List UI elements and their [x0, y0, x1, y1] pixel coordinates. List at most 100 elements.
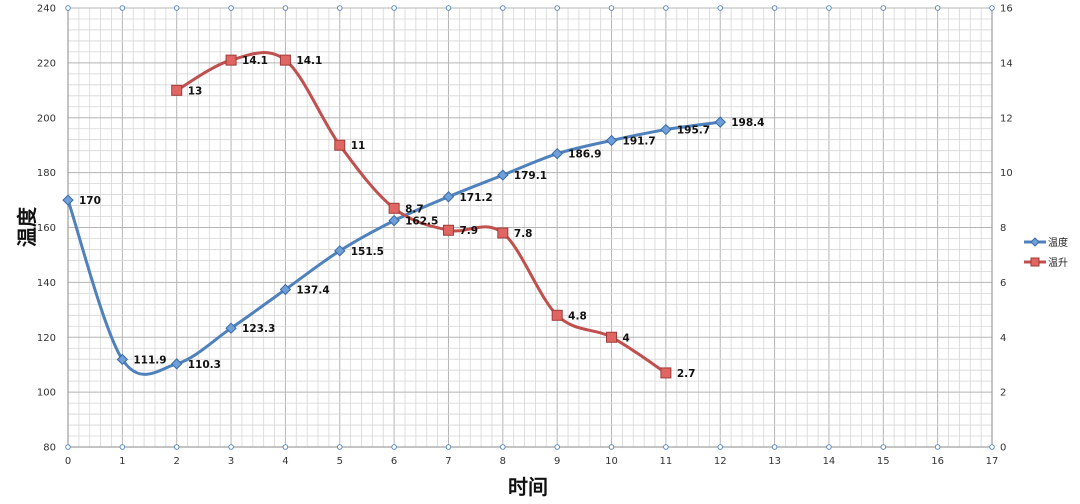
y-tick-label: 180 — [37, 168, 56, 179]
data-label: 195.7 — [677, 125, 710, 137]
x-tick-marker — [65, 444, 71, 450]
y-tick-label: 160 — [37, 223, 56, 234]
x-tick-marker — [989, 5, 995, 11]
x-tick-label: 7 — [445, 456, 451, 467]
x-tick-marker — [119, 5, 126, 11]
y2-axis-ticks: 0 2 4 6 8 10 12 14 16 — [1000, 4, 1013, 454]
data-point — [551, 309, 563, 321]
series-layer — [62, 51, 726, 379]
x-tick-label: 1 — [119, 456, 125, 467]
data-label: 4 — [623, 332, 630, 344]
data-label: 137.4 — [296, 285, 329, 297]
legend-item-series-1: 温度 — [1024, 236, 1068, 249]
x-tick-marker — [608, 444, 615, 450]
data-label: 111.9 — [133, 354, 166, 366]
x-axis-title: 时间 — [508, 475, 548, 499]
data-point — [225, 54, 237, 66]
x-axis-ticks: 0 1 2 3 4 5 6 7 8 9 10 11 12 13 14 15 16 17 — [65, 456, 999, 467]
x-tick-marker — [445, 444, 452, 450]
data-label: 14.1 — [242, 55, 268, 67]
x-tick-label: 12 — [714, 456, 727, 467]
x-tick-marker — [717, 5, 723, 11]
x-tick-label: 10 — [605, 456, 618, 467]
y2-tick-label: 14 — [1000, 58, 1013, 69]
x-tick-label: 17 — [986, 456, 999, 467]
x-tick-marker — [880, 444, 887, 450]
data-label: 14.1 — [296, 55, 322, 67]
legend-label-series-2: 温升 — [1048, 257, 1068, 269]
x-tick-label: 2 — [174, 456, 180, 467]
data-point — [497, 227, 509, 239]
x-tick-marker — [663, 5, 669, 11]
x-tick-label: 6 — [391, 456, 397, 467]
data-label: 198.4 — [731, 117, 764, 129]
data-label: 13 — [188, 85, 203, 97]
gridlines — [67, 7, 993, 448]
x-tick-marker — [934, 5, 941, 11]
data-point — [170, 358, 183, 370]
data-labels: 170 111.9 110.3 123.3 137.4 151.5 162.5 171.2 17… — [79, 55, 764, 380]
series-2 — [171, 51, 672, 379]
x-tick-marker — [65, 5, 71, 11]
data-label: 8.7 — [405, 203, 424, 215]
x-tick-marker — [880, 5, 887, 11]
y2-tick-label: 16 — [1000, 4, 1013, 15]
y2-tick-label: 12 — [1000, 113, 1013, 124]
data-label: 170 — [79, 195, 101, 207]
data-point — [605, 134, 618, 147]
data-point — [551, 147, 563, 160]
data-label: 162.5 — [405, 216, 438, 228]
x-tick-marker — [608, 5, 615, 11]
legend-label-series-1: 温度 — [1048, 236, 1068, 249]
x-tick-marker — [500, 5, 506, 11]
x-tick-marker — [282, 444, 289, 450]
x-tick-marker — [717, 444, 723, 450]
x-tick-marker — [228, 5, 234, 11]
y2-tick-label: 10 — [1000, 168, 1013, 179]
data-label: 4.8 — [568, 310, 587, 322]
x-tick-marker — [119, 444, 126, 450]
legend: 温度 温升 — [1024, 236, 1068, 269]
x-tick-label: 15 — [877, 456, 890, 467]
x-tick-marker — [337, 5, 343, 11]
x-tick-marker — [663, 444, 669, 450]
x-tick-label: 5 — [337, 456, 343, 467]
x-tick-marker — [391, 5, 397, 11]
x-tick-marker — [445, 5, 452, 11]
data-point — [497, 169, 509, 181]
legend-item-series-2: 温升 — [1024, 257, 1068, 269]
axes — [65, 5, 995, 450]
data-label: 11 — [351, 140, 366, 152]
y-tick-label: 140 — [37, 278, 56, 289]
data-point — [334, 139, 346, 151]
data-label: 191.7 — [623, 136, 656, 148]
x-tick-marker — [826, 444, 832, 450]
data-point — [171, 84, 183, 96]
y2-tick-label: 0 — [1000, 443, 1006, 454]
data-label: 123.3 — [242, 323, 275, 335]
x-tick-label: 14 — [823, 456, 836, 467]
y-tick-label: 200 — [37, 113, 56, 124]
y-tick-label: 120 — [37, 333, 56, 344]
y2-tick-label: 4 — [1000, 333, 1006, 344]
y2-tick-label: 2 — [1000, 388, 1006, 399]
x-tick-marker — [282, 5, 289, 11]
x-tick-label: 13 — [768, 456, 781, 467]
y-tick-label: 80 — [43, 443, 56, 454]
y-axis-title: 温度 — [15, 206, 39, 247]
x-tick-label: 4 — [282, 456, 288, 467]
x-tick-label: 16 — [931, 456, 944, 467]
data-label: 179.1 — [514, 170, 547, 182]
data-point — [442, 191, 455, 203]
data-label: 186.9 — [568, 149, 601, 161]
x-tick-marker — [500, 444, 506, 450]
x-tick-label: 3 — [228, 456, 234, 467]
x-tick-marker — [989, 444, 995, 450]
x-tick-marker — [826, 5, 832, 11]
data-point — [279, 54, 291, 66]
data-point — [714, 116, 726, 128]
data-label: 2.7 — [677, 368, 696, 380]
data-label: 171.2 — [459, 192, 492, 204]
data-point — [388, 214, 400, 227]
